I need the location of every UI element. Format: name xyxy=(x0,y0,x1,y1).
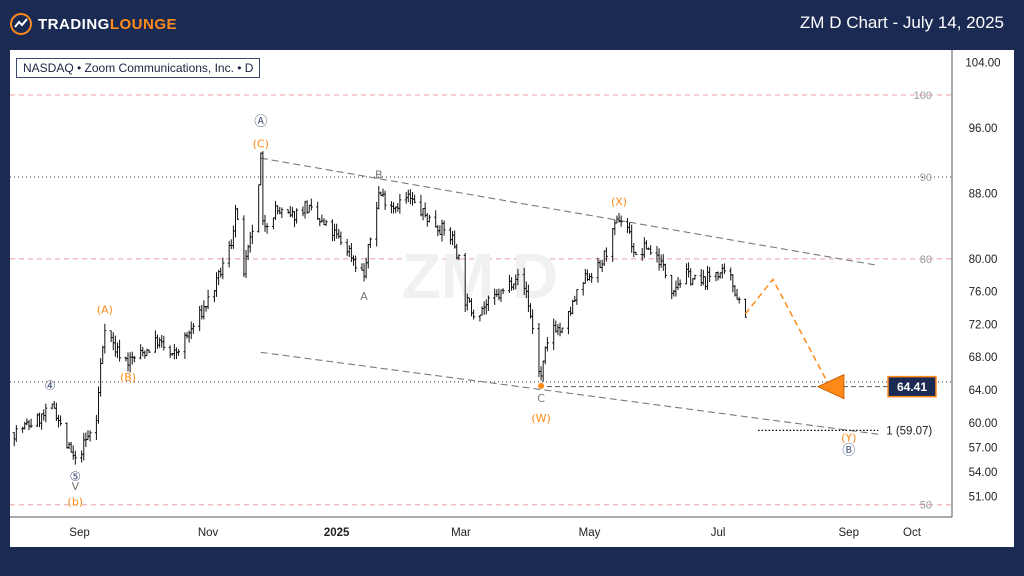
wave-label: A xyxy=(360,290,368,303)
reference-level-label: 80 xyxy=(920,254,932,266)
y-tick-label: 76.00 xyxy=(969,287,998,299)
wave-label: (B) xyxy=(120,371,136,384)
wave-projection-path xyxy=(744,278,829,383)
y-tick-label: 80.00 xyxy=(969,254,998,266)
x-tick-label: 2025 xyxy=(324,527,350,539)
wave-label: (X) xyxy=(611,196,627,209)
y-tick-label: 72.00 xyxy=(969,319,998,331)
brand-primary: TRADING xyxy=(38,15,110,33)
wave-label: (Y) xyxy=(841,432,856,445)
y-tick-label: 60.00 xyxy=(969,418,998,430)
x-tick-label: May xyxy=(579,527,601,539)
footer-bar xyxy=(0,548,1024,576)
wave-label: (W) xyxy=(531,412,550,425)
symbol-legend: NASDAQ • Zoom Communications, Inc. • D xyxy=(16,58,261,78)
wave-label: C xyxy=(537,392,545,405)
brand-logo: TRADINGLOUNGE xyxy=(10,12,177,36)
y-tick-label: 64.00 xyxy=(969,385,998,397)
y-tick-label: 96.00 xyxy=(969,123,998,135)
brand-accent: LOUNGE xyxy=(109,15,177,33)
wave-label: (A) xyxy=(97,304,113,317)
header-bar: TRADINGLOUNGE ZM D Chart - July 14, 2025 xyxy=(0,0,1024,48)
x-tick-label: Jul xyxy=(711,527,726,539)
wave-label: (b) xyxy=(68,495,84,508)
wave-label: B xyxy=(375,169,383,182)
y-tick-label: 57.00 xyxy=(969,442,998,454)
wave-label: V xyxy=(72,480,80,493)
fib-extension-label: 1 (59.07) xyxy=(886,425,932,437)
wave-label: ⑤ xyxy=(70,470,82,485)
x-tick-label: Nov xyxy=(198,527,219,539)
wave-c-low-dot xyxy=(538,382,545,389)
price-chart[interactable]: 100 90 80 50 ZM D 104.00 96.00 88.00 80.00 76.00 7… xyxy=(10,50,1014,547)
price-tag-box xyxy=(887,375,937,398)
y-tick-label: 88.00 xyxy=(969,188,998,200)
channel-trend-line xyxy=(260,157,879,267)
reference-level-label: 90 xyxy=(920,172,932,184)
channel-trend-line xyxy=(260,351,879,435)
brand-name: TRADINGLOUNGE xyxy=(38,16,177,33)
reference-level-label: 50 xyxy=(920,500,932,512)
price-tag-label: 64.41 xyxy=(897,380,927,394)
wave-label: Ⓐ xyxy=(254,114,267,129)
y-tick-label: 54.00 xyxy=(969,467,998,479)
x-tick-label: Sep xyxy=(69,527,89,539)
target-triangle-marker xyxy=(816,373,845,400)
chart-panel[interactable]: 100 90 80 50 ZM D 104.00 96.00 88.00 80.00 76.00 7… xyxy=(10,50,1014,547)
wave-label: (C) xyxy=(253,137,269,150)
chart-watermark: ZM D xyxy=(402,240,558,312)
wave-label: Ⓑ xyxy=(842,444,855,459)
y-tick-label: 68.00 xyxy=(969,352,998,364)
chart-header-title: ZM D Chart - July 14, 2025 xyxy=(799,13,1004,32)
wave-label: ④ xyxy=(44,379,56,394)
x-tick-label: Mar xyxy=(451,527,471,539)
x-tick-label: Oct xyxy=(903,527,922,539)
x-tick-label: Sep xyxy=(839,527,859,539)
reference-level-label: 100 xyxy=(914,90,932,102)
y-tick-label: 51.00 xyxy=(969,492,998,504)
brand-logo-icon xyxy=(10,13,32,35)
y-tick-label: 104.00 xyxy=(965,57,1000,69)
